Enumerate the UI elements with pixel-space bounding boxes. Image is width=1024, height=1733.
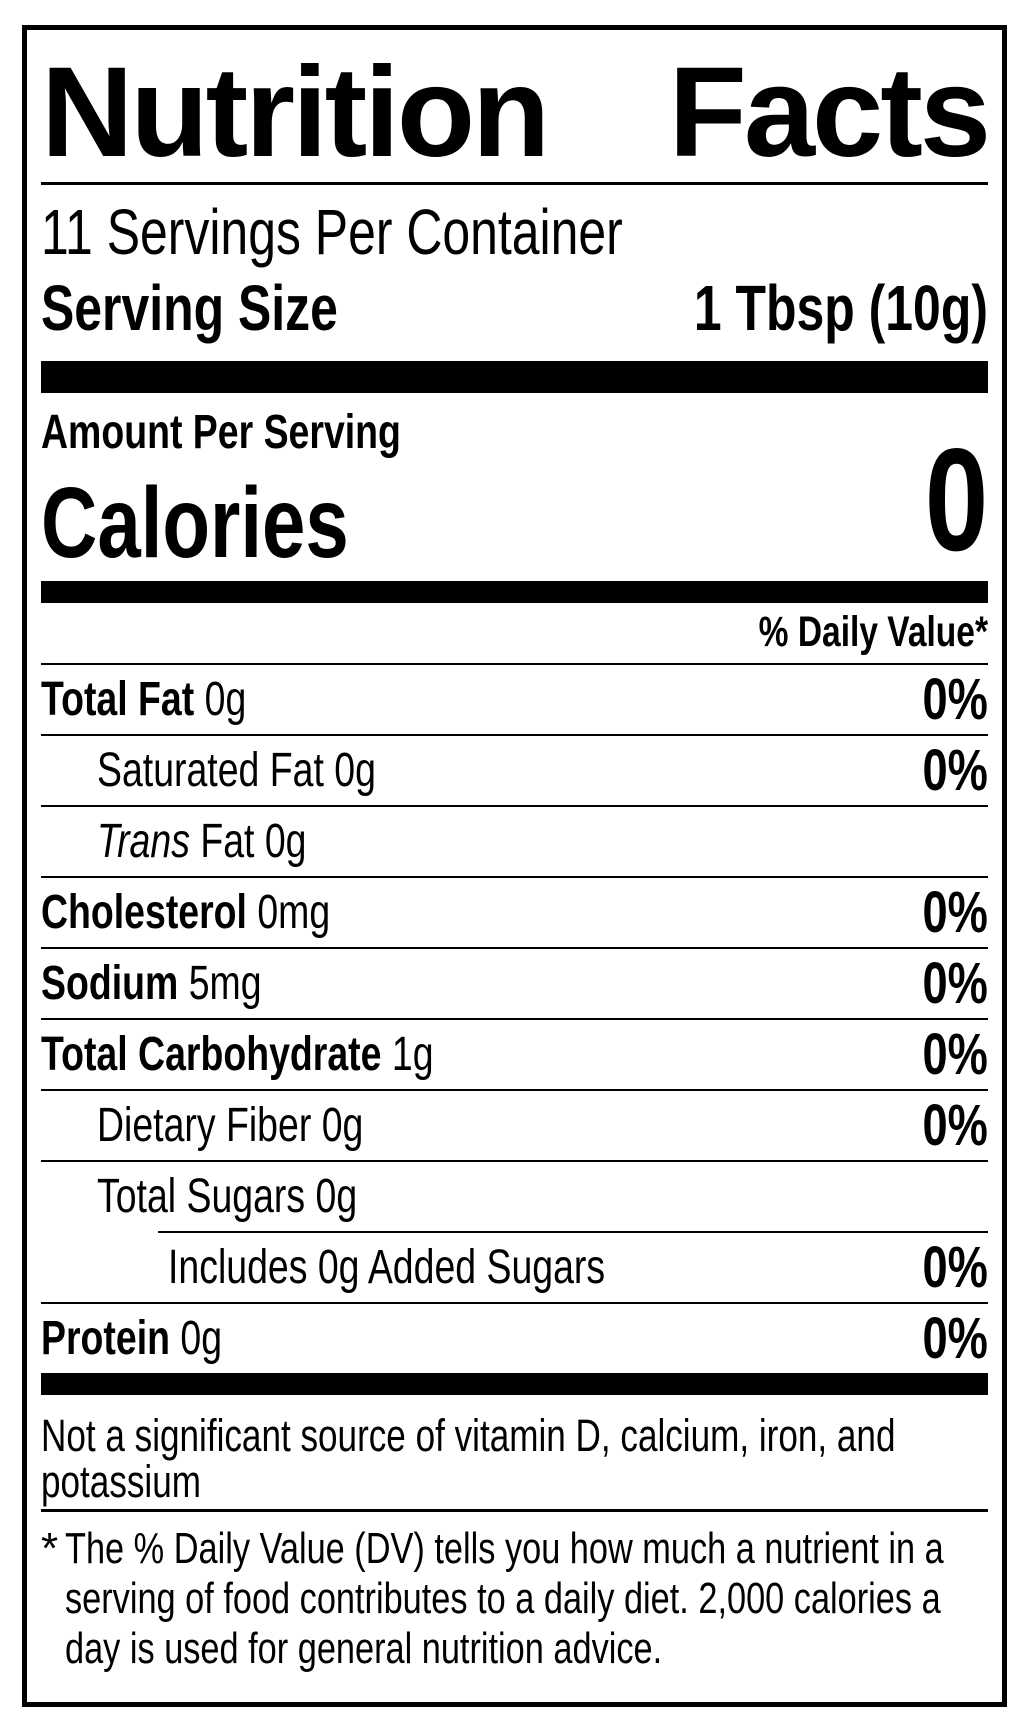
nutrient-name: Protein (41, 1311, 170, 1365)
row-total-sugars: Total Sugars 0g (41, 1162, 988, 1231)
not-significant-note: Not a significant source of vitamin D, c… (41, 1409, 988, 1507)
nutrient-dv: 0% (922, 1305, 988, 1371)
row-total-fat: Total Fat 0g 0% (41, 665, 988, 736)
nutrient-name-italic: Trans (97, 814, 190, 868)
nutrient-name: Total Sugars (97, 1169, 306, 1223)
footnote-line-1: The % Daily Value (DV) tells you how muc… (65, 1523, 944, 1573)
amount-per-serving: Amount Per Serving (41, 406, 401, 460)
nutrient-amount: 0g (334, 743, 376, 797)
nutrient-name: Dietary Fiber (97, 1098, 312, 1152)
servings-per-container: 11 Servings Per Container (41, 196, 623, 268)
nutrient-dv: 0% (922, 879, 988, 945)
footnote-line-2: serving of food contributes to a daily d… (65, 1573, 941, 1623)
row-added-sugars: Includes 0g Added Sugars 0% (158, 1230, 988, 1302)
thick-divider-calories (41, 580, 988, 603)
footnote-divider (41, 1508, 988, 1512)
nutrient-amount: 1g (391, 1027, 434, 1081)
daily-value-header: % Daily Value* (41, 603, 988, 665)
nutrient-dv: 0% (922, 1021, 988, 1087)
nutrient-dv: 0% (922, 950, 988, 1016)
nutrient-dv: 0% (922, 666, 988, 732)
nutrient-name: Sodium (41, 956, 179, 1010)
daily-value-footnote: * The % Daily Value (DV) tells you how m… (41, 1524, 988, 1674)
title-word-nutrition: Nutrition (41, 41, 550, 184)
nutrient-name: Includes 0g Added Sugars (168, 1240, 606, 1294)
footnote-asterisk: * (41, 1523, 59, 1573)
thick-divider-top (41, 361, 988, 394)
serving-size-row: Serving Size 1 Tbsp (10g) (41, 271, 988, 345)
nutrient-name: Total Carbohydrate (41, 1027, 382, 1081)
title-word-facts: Facts (668, 41, 991, 184)
nutrient-amount: 0mg (257, 885, 331, 939)
row-saturated-fat: Saturated Fat 0g 0% (41, 736, 988, 807)
nutrient-dv: 0% (922, 1234, 988, 1300)
row-protein: Protein 0g 0% (41, 1304, 988, 1373)
serving-size-label: Serving Size (41, 272, 338, 345)
row-trans-fat: Trans Fat 0g (41, 807, 988, 878)
row-cholesterol: Cholesterol 0mg 0% (41, 878, 988, 949)
nutrient-amount: 0g (264, 814, 307, 868)
nutrient-amount: 0g (315, 1169, 358, 1223)
calories-value: 0 (924, 417, 988, 581)
calories-row: Calories 0 (41, 426, 988, 579)
row-sodium: Sodium 5mg 0% (41, 949, 988, 1020)
nutrient-name: Fat (200, 814, 255, 868)
nutrient-amount: 0g (180, 1311, 223, 1365)
thick-divider-bottom (41, 1372, 988, 1395)
serving-size-value: 1 Tbsp (10g) (693, 272, 988, 345)
footnote-line-3: day is used for general nutrition advice… (65, 1623, 663, 1673)
nutrient-name: Total Fat (41, 672, 195, 726)
nutrient-name: Cholesterol (41, 885, 247, 939)
nutrient-amount: 0g (321, 1098, 364, 1152)
nutrient-amount: 0g (204, 672, 247, 726)
nutrition-facts-label: Nutrition Facts 11 Servings Per Containe… (22, 25, 1007, 1707)
nutrient-dv: 0% (922, 1092, 988, 1158)
nutrient-name: Saturated Fat (97, 743, 324, 797)
row-dietary-fiber: Dietary Fiber 0g 0% (41, 1091, 988, 1162)
row-total-carbohydrate: Total Carbohydrate 1g 0% (41, 1020, 988, 1091)
nutrient-dv: 0% (922, 737, 988, 803)
nutrient-amount: 5mg (188, 956, 262, 1010)
note-line-1: Not a significant source of vitamin D, c… (41, 1409, 896, 1461)
label-title: Nutrition Facts (41, 41, 991, 184)
title-divider (41, 182, 988, 185)
calories-label: Calories (41, 466, 349, 579)
row-added-sugars-wrap: Includes 0g Added Sugars 0% (41, 1230, 988, 1304)
note-line-2: potassium (41, 1455, 201, 1507)
